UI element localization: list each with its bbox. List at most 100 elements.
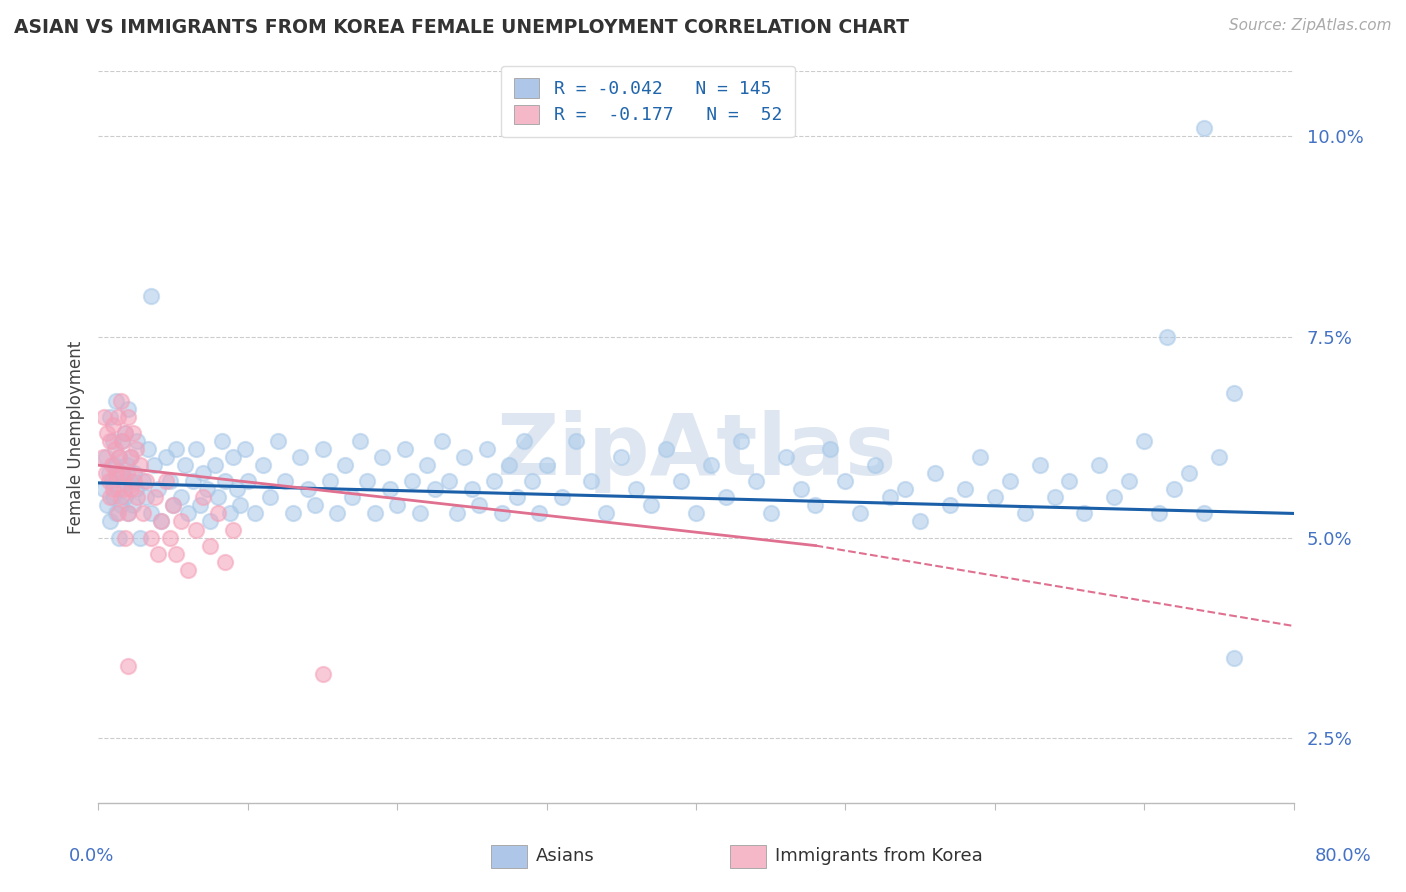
Point <box>229 499 252 513</box>
Point <box>233 442 256 457</box>
Point <box>114 531 136 545</box>
Point <box>103 417 125 432</box>
Point <box>98 515 122 529</box>
Point <box>506 491 529 505</box>
Point <box>117 507 139 521</box>
Point <box>356 475 378 489</box>
Point <box>114 425 136 440</box>
Point <box>110 467 132 481</box>
Point <box>775 450 797 465</box>
Point <box>520 475 543 489</box>
Point <box>998 475 1021 489</box>
Point <box>879 491 901 505</box>
Point <box>111 434 134 449</box>
Point <box>148 547 170 561</box>
Point <box>115 458 138 473</box>
Point <box>669 475 692 489</box>
Point <box>730 434 752 449</box>
Point <box>430 434 453 449</box>
Point <box>110 499 132 513</box>
Point <box>177 563 200 577</box>
Point <box>865 458 887 473</box>
Point <box>124 475 146 489</box>
Point <box>969 450 991 465</box>
Point <box>219 507 242 521</box>
Point <box>214 475 236 489</box>
Point <box>184 442 207 457</box>
Point <box>104 458 127 473</box>
Point <box>1073 507 1095 521</box>
Point <box>125 483 148 497</box>
Point <box>536 458 558 473</box>
Point <box>207 507 229 521</box>
Point <box>236 475 259 489</box>
Point <box>385 499 409 513</box>
Point <box>595 507 617 521</box>
Point <box>111 434 134 449</box>
Point <box>789 483 811 497</box>
Point <box>139 289 162 303</box>
Point <box>211 434 233 449</box>
Point <box>94 450 117 465</box>
Point <box>626 483 648 497</box>
Point <box>191 491 214 505</box>
Point <box>394 442 416 457</box>
Point <box>401 475 423 489</box>
Point <box>101 458 124 473</box>
Point <box>1028 458 1050 473</box>
Point <box>326 507 349 521</box>
Point <box>849 507 872 521</box>
Point <box>96 425 118 440</box>
Point <box>513 434 536 449</box>
Text: Source: ZipAtlas.com: Source: ZipAtlas.com <box>1229 18 1392 33</box>
Point <box>297 483 319 497</box>
Point <box>319 475 342 489</box>
Point <box>117 507 139 521</box>
Point <box>111 467 134 481</box>
Point <box>177 507 200 521</box>
Point <box>461 483 484 497</box>
Point <box>115 467 138 481</box>
Point <box>226 483 249 497</box>
Point <box>565 434 588 449</box>
Point <box>745 475 768 489</box>
Point <box>103 434 125 449</box>
Point <box>169 491 191 505</box>
Point <box>174 458 197 473</box>
Text: 80.0%: 80.0% <box>1315 847 1371 865</box>
Point <box>1192 120 1215 135</box>
Point <box>475 442 498 457</box>
Point <box>93 409 115 424</box>
Point <box>1208 450 1230 465</box>
Point <box>117 659 139 673</box>
Point <box>125 442 148 457</box>
Point <box>105 507 128 521</box>
Point <box>484 475 506 489</box>
Point <box>311 442 333 457</box>
Point <box>364 507 387 521</box>
Point <box>200 539 222 553</box>
Point <box>1223 651 1246 665</box>
Point <box>96 499 118 513</box>
Point <box>136 442 159 457</box>
Point <box>159 531 181 545</box>
Point <box>110 491 132 505</box>
Point <box>759 507 782 521</box>
Point <box>214 555 236 569</box>
Point <box>1147 507 1170 521</box>
Point <box>181 475 204 489</box>
Point <box>498 458 520 473</box>
Point <box>527 507 550 521</box>
Point <box>139 531 162 545</box>
Point <box>1178 467 1201 481</box>
Point <box>894 483 917 497</box>
Point <box>120 483 142 497</box>
Point <box>127 434 149 449</box>
Point <box>423 483 446 497</box>
Point <box>1104 491 1126 505</box>
Point <box>311 667 333 681</box>
Point <box>953 483 976 497</box>
Point <box>98 409 122 424</box>
Point <box>349 434 371 449</box>
Point <box>120 450 142 465</box>
